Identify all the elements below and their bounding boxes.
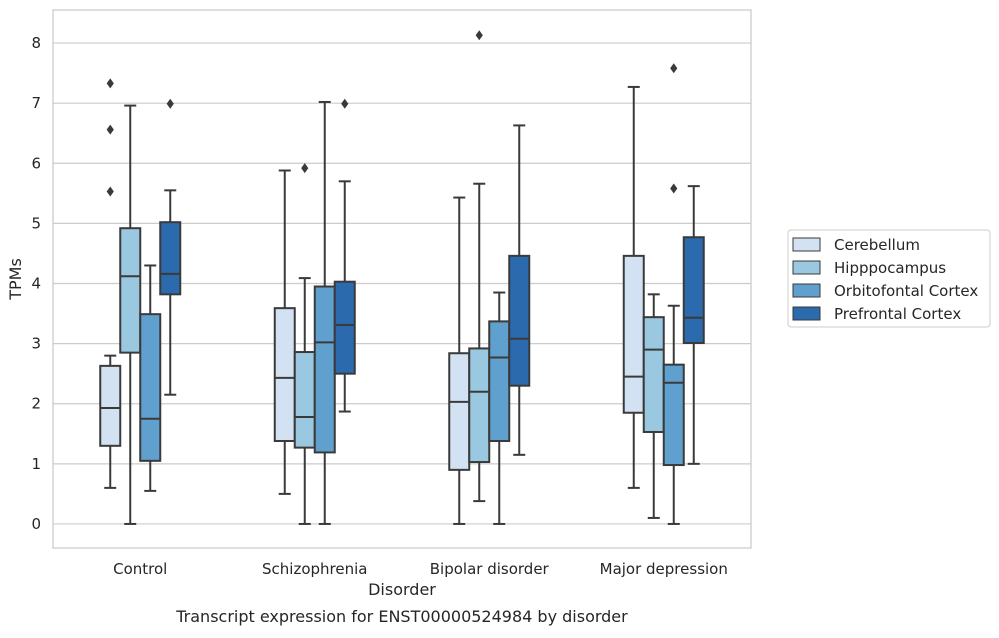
legend-frame	[787, 229, 991, 328]
box	[448, 352, 471, 471]
y-tick-label: 1	[31, 455, 41, 473]
x-tick-label: Control	[113, 560, 167, 578]
x-tick-labels: Control Schizophrenia Bipolar disorder Majo…	[113, 560, 728, 578]
outlier-point	[670, 183, 678, 194]
box-series	[99, 30, 705, 525]
chart-caption: Transcript expression for ENST0000052498…	[175, 607, 628, 626]
series-0	[99, 78, 645, 525]
outlier-point	[106, 186, 114, 197]
x-tick-label: Schizophrenia	[262, 560, 367, 578]
y-tick-label: 2	[31, 395, 41, 413]
series-3	[159, 98, 705, 465]
series-2	[139, 63, 685, 525]
box	[159, 221, 182, 296]
box	[682, 236, 705, 345]
legend-label: Cerebellum	[834, 236, 920, 254]
box	[119, 227, 142, 354]
box	[273, 307, 296, 443]
box	[99, 364, 122, 447]
outlier-point	[106, 78, 114, 89]
y-tick-label: 4	[31, 275, 41, 293]
box	[293, 351, 316, 449]
plot-frame	[52, 9, 752, 549]
series-1	[119, 30, 665, 525]
y-axis-label: TPMs	[6, 258, 25, 301]
legend-label: Orbitofontal Cortex	[834, 282, 978, 300]
box	[468, 347, 491, 464]
y-tick-label: 8	[31, 34, 41, 52]
y-tick-label: 7	[31, 94, 41, 112]
y-tick-label: 0	[31, 515, 41, 533]
box	[662, 363, 685, 467]
y-tick-label: 5	[31, 214, 41, 232]
y-tick-label: 6	[31, 154, 41, 172]
outlier-point	[670, 63, 678, 74]
outlier-point	[106, 124, 114, 135]
outlier-point	[475, 30, 483, 41]
x-axis-label: Disorder	[368, 580, 436, 599]
x-tick-label: Bipolar disorder	[430, 560, 550, 578]
box	[313, 285, 336, 454]
legend-label: Prefrontal Cortex	[834, 305, 961, 323]
legend-swatch	[792, 260, 821, 275]
legend-swatch	[792, 237, 821, 252]
box	[508, 254, 531, 387]
legend-swatch	[792, 283, 821, 298]
box	[642, 316, 665, 433]
legend: Cerebellum Hipppocampus Orbitofontal Corte…	[787, 229, 991, 328]
x-tick-label: Major depression	[600, 560, 728, 578]
outlier-point	[166, 98, 174, 109]
box	[333, 280, 356, 375]
outlier-point	[341, 98, 349, 109]
outlier-point	[301, 163, 309, 174]
y-tick-label: 3	[31, 335, 41, 353]
box	[622, 254, 645, 414]
box	[488, 320, 511, 443]
box	[139, 313, 162, 462]
y-tick-labels: 0 1 2 3 4 5 6 7 8	[31, 34, 41, 533]
legend-label: Hipppocampus	[834, 259, 946, 277]
legend-swatch	[792, 306, 821, 321]
